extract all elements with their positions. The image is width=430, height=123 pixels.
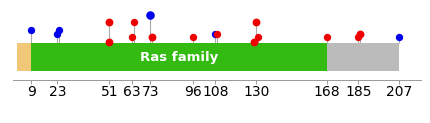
Point — [251, 41, 258, 43]
Point — [212, 33, 219, 35]
FancyBboxPatch shape — [31, 44, 327, 71]
Point — [147, 14, 154, 15]
Point — [56, 29, 63, 31]
Point — [255, 36, 261, 38]
Point — [357, 33, 364, 35]
Point — [396, 36, 402, 38]
Point — [28, 29, 35, 31]
Text: Ras family: Ras family — [140, 51, 218, 64]
Point — [54, 33, 61, 35]
Point — [190, 36, 197, 38]
Point — [355, 36, 362, 38]
FancyBboxPatch shape — [327, 44, 399, 71]
Point — [214, 33, 221, 35]
Point — [253, 21, 260, 23]
Point — [149, 36, 156, 38]
Point — [106, 41, 113, 43]
FancyBboxPatch shape — [17, 44, 31, 71]
Point — [323, 36, 330, 38]
Point — [130, 21, 137, 23]
Point — [128, 36, 135, 38]
Point — [106, 21, 113, 23]
